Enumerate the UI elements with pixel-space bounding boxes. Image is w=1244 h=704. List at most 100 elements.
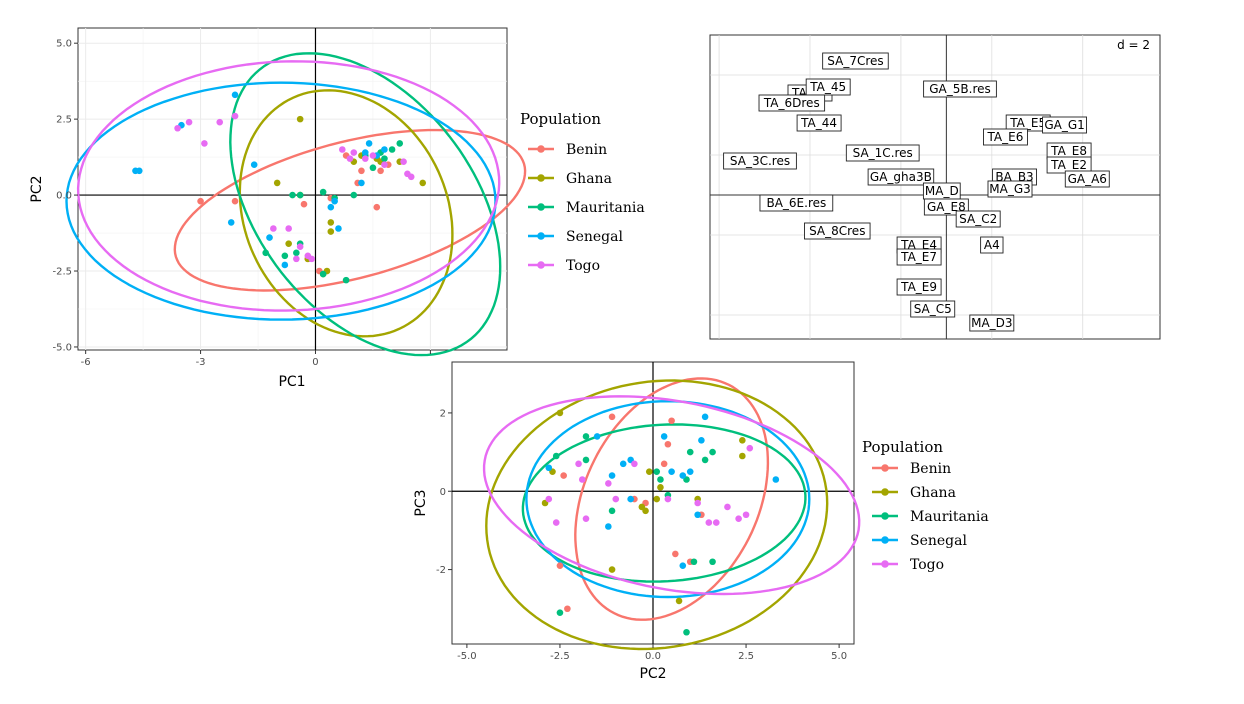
biplot-label-text: A4 xyxy=(984,238,1000,252)
point-togo xyxy=(735,515,742,522)
legend-key-point-mauritania xyxy=(881,512,889,520)
legend-key-point-benin xyxy=(881,464,889,472)
point-togo xyxy=(582,515,590,522)
point-ghana xyxy=(642,507,649,515)
x-tick-label: 0.0 xyxy=(645,651,661,662)
biplot-label-box xyxy=(1042,116,1087,134)
biplot-label-sa-1c-res: SA_1C.res xyxy=(845,144,920,162)
point-senegal xyxy=(327,203,335,211)
point-ghana xyxy=(285,240,292,247)
pc1-pc2-points xyxy=(132,91,427,284)
legend-title: Population xyxy=(520,110,601,128)
ellipse-togo xyxy=(76,60,501,312)
biplot-label-text: TA_E9 xyxy=(900,280,937,294)
point-mauritania xyxy=(582,456,590,464)
point-mauritania xyxy=(709,558,716,566)
pc1-pc2-ellipses xyxy=(65,52,527,357)
pc1-pc2-panel xyxy=(77,27,508,351)
x-tick-label: -6 xyxy=(81,357,91,368)
point-togo xyxy=(552,519,560,526)
pc1-pc2-ylabel: PC2 xyxy=(29,175,45,202)
biplot-label-text: SA_1C.res xyxy=(853,146,913,160)
point-mauritania xyxy=(582,433,590,440)
point-mauritania xyxy=(701,456,709,464)
point-mauritania xyxy=(381,155,388,162)
biplot-label-text: TA_45 xyxy=(809,80,846,94)
point-togo xyxy=(545,495,553,503)
point-togo xyxy=(605,480,612,487)
biplot-label-text: SA_3C.res xyxy=(730,154,790,168)
point-mauritania xyxy=(262,249,269,257)
biplot-label-text: BA_6E.res xyxy=(766,196,826,210)
point-senegal xyxy=(679,562,687,569)
biplot-label-ga-g1: GA_G1 xyxy=(1042,116,1087,134)
legend-key-point-senegal xyxy=(537,232,545,240)
point-mauritania xyxy=(683,628,690,636)
biplot-label-text: SA_C2 xyxy=(959,212,997,226)
ellipse-togo xyxy=(482,395,861,596)
point-ghana xyxy=(739,437,746,444)
point-togo xyxy=(400,158,407,165)
legend-label-ghana: Ghana xyxy=(566,171,612,187)
y-tick-label: -5.0 xyxy=(52,342,72,353)
biplot-label-text: MA_D3 xyxy=(971,316,1012,330)
x-tick-label: -2.5 xyxy=(550,651,570,662)
legend-title: Population xyxy=(862,438,943,456)
point-togo xyxy=(631,460,638,468)
point-senegal xyxy=(619,460,627,468)
biplot-label-box xyxy=(896,248,942,266)
point-togo xyxy=(350,149,358,156)
point-senegal xyxy=(608,472,616,479)
point-togo xyxy=(742,511,750,519)
biplot-label-box xyxy=(804,222,871,240)
point-benin xyxy=(560,472,567,479)
point-benin xyxy=(358,167,365,175)
biplot-label-text: SA_8Cres xyxy=(809,224,865,238)
point-togo xyxy=(293,255,300,263)
legend-key-point-ghana xyxy=(881,488,889,496)
point-senegal xyxy=(679,472,687,479)
x-tick-label: -5.0 xyxy=(457,651,477,662)
biplot-label-box xyxy=(845,144,920,162)
y-tick-label: -2 xyxy=(436,565,446,576)
point-mauritania xyxy=(319,188,327,196)
point-togo xyxy=(664,495,672,503)
biplot-label-ta-44: TA_44 xyxy=(796,114,842,132)
legend-label-benin: Benin xyxy=(566,142,607,158)
point-togo xyxy=(381,161,388,168)
point-ghana xyxy=(296,115,304,123)
y-tick-label: 0 xyxy=(440,487,446,498)
ellipse-senegal xyxy=(525,399,811,599)
point-togo xyxy=(746,444,754,452)
biplot-label-text: SA_7Cres xyxy=(827,54,883,68)
point-mauritania xyxy=(319,270,327,278)
biplot-label-text: MA_D xyxy=(925,184,959,198)
biplot-label-text: GA_E8 xyxy=(927,200,966,214)
point-togo xyxy=(270,225,277,232)
point-ghana xyxy=(739,452,746,460)
point-senegal xyxy=(545,464,553,472)
point-togo xyxy=(285,225,292,232)
biplot-label-box xyxy=(822,52,889,70)
point-togo xyxy=(712,519,720,526)
pc1-pc2-y-ticks: -5.0 -2.5 0.0 2.5 5.0 xyxy=(52,39,78,353)
biplot-label-ma-g3: MA_G3 xyxy=(987,180,1033,198)
ellipse-senegal xyxy=(65,81,497,321)
biplot-label-text: TA_44 xyxy=(800,116,837,130)
point-togo xyxy=(578,476,586,483)
y-tick-label: 5.0 xyxy=(56,39,72,50)
biplot-label-text: GA_gha3B xyxy=(870,170,932,184)
biplot-label-ga-a6: GA_A6 xyxy=(1064,170,1110,188)
point-togo xyxy=(575,460,582,468)
point-senegal xyxy=(381,146,388,153)
point-senegal xyxy=(281,261,289,269)
y-tick-label: -2.5 xyxy=(52,267,72,278)
biplot-label-box xyxy=(896,278,942,296)
point-benin xyxy=(231,197,239,205)
biplot-label-ta-45: TA_45 xyxy=(805,78,851,96)
point-benin xyxy=(373,203,381,211)
point-mauritania xyxy=(552,452,560,460)
legend-key-point-senegal xyxy=(881,536,889,544)
biplot-label-text: TA_E2 xyxy=(1050,158,1087,172)
point-togo xyxy=(407,173,415,181)
